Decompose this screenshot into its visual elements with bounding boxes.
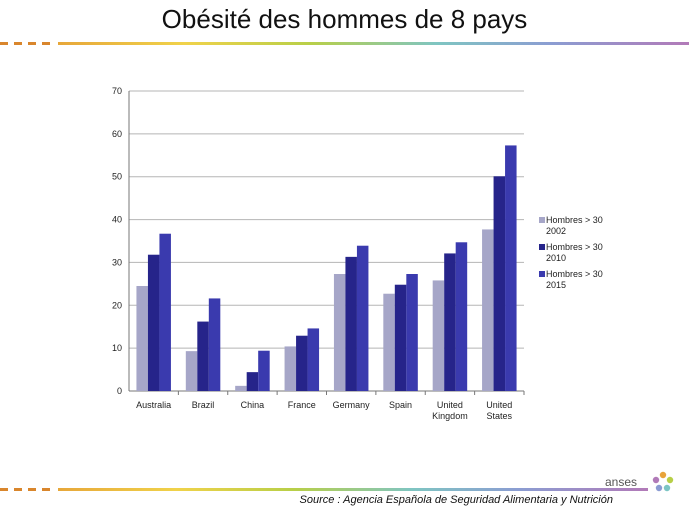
y-tick-label: 70 [112, 86, 122, 96]
y-tick-label: 60 [112, 129, 122, 139]
y-tick-label: 20 [112, 300, 122, 310]
x-tick-label: Spain [389, 400, 412, 410]
bar [345, 256, 357, 391]
bar [307, 328, 320, 391]
bar [394, 284, 407, 391]
bar [383, 293, 395, 391]
bar [284, 346, 297, 391]
bar [258, 350, 270, 391]
x-tick-label: Australia [136, 400, 171, 410]
y-tick-label: 30 [112, 257, 122, 267]
legend-swatch [539, 271, 545, 277]
y-tick-label: 50 [112, 172, 122, 182]
slide-title: Obésité des hommes de 8 pays [161, 4, 528, 34]
x-tick-label: United States [486, 400, 512, 421]
source-note: Source : Agencia Española de Seguridad A… [299, 494, 613, 506]
bar [505, 145, 517, 391]
flower-logo-icon [652, 471, 674, 492]
bar [159, 233, 171, 391]
x-tick-label: France [288, 400, 316, 410]
y-tick-label: 40 [112, 215, 122, 225]
bar [432, 280, 445, 391]
legend-swatch [539, 244, 545, 250]
x-tick-label: United Kingdom [432, 400, 468, 421]
obesity-bar-chart: 0 10 20 30 40 50 60 70 Australia Brazil China Franc… [112, 86, 603, 421]
bar [444, 253, 456, 391]
bar [185, 351, 198, 391]
y-tick-label: 10 [112, 343, 122, 353]
legend-swatch [539, 217, 545, 223]
top-decorative-rule [0, 42, 689, 45]
bar [136, 286, 148, 391]
y-tick-label: 0 [117, 386, 122, 396]
bar [356, 245, 369, 391]
x-tick-label: China [241, 400, 265, 410]
bar [333, 274, 346, 391]
bar [197, 321, 209, 391]
legend-label: Hombres > 30 2015 [546, 269, 603, 290]
anses-logo: anses [605, 471, 675, 493]
bar [208, 298, 221, 391]
logo-wordmark: anses [605, 475, 638, 489]
x-tick-label: Brazil [192, 400, 215, 410]
bar [296, 335, 308, 391]
bar [406, 274, 418, 391]
bar [147, 254, 160, 391]
legend-label: Hombres > 30 2002 [546, 215, 603, 236]
bar [235, 385, 247, 391]
bar [493, 176, 506, 391]
legend-label: Hombres > 30 2010 [546, 242, 603, 263]
bar [246, 372, 259, 391]
bar [455, 242, 468, 391]
x-tick-label: Germany [333, 400, 371, 410]
bar [482, 229, 494, 391]
bottom-decorative-rule [0, 488, 689, 491]
